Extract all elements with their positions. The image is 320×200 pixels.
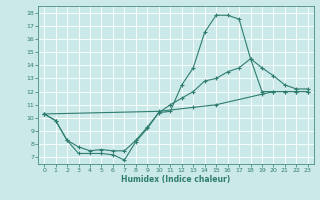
X-axis label: Humidex (Indice chaleur): Humidex (Indice chaleur) [121, 175, 231, 184]
